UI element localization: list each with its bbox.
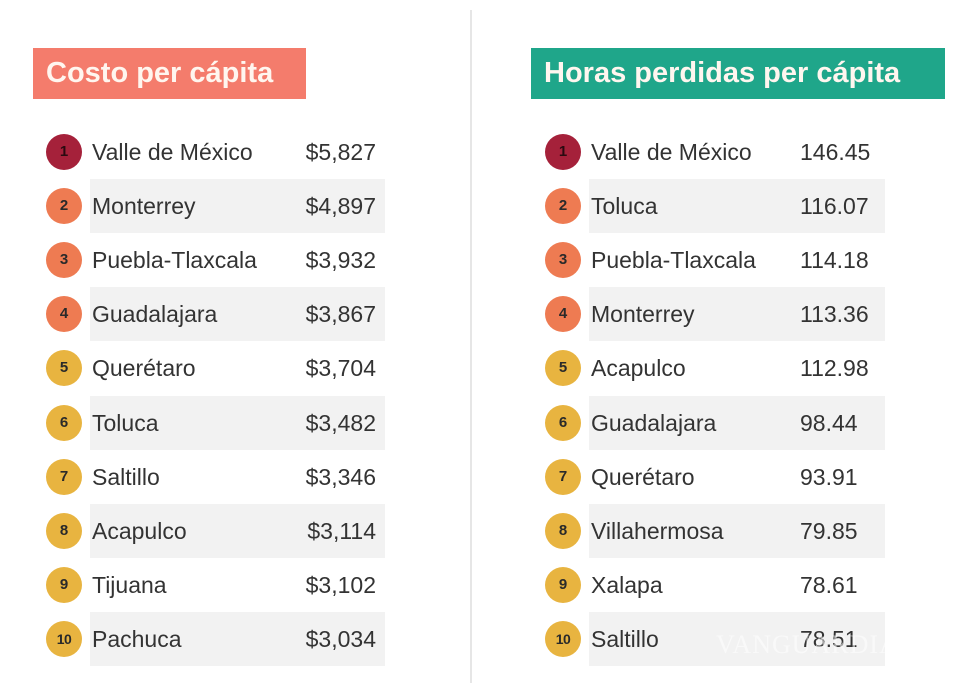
cost-value: $3,346 (305, 464, 376, 490)
rank-badge: 8 (545, 513, 581, 549)
ranking-row: 10 Saltillo 78.51 (472, 612, 980, 666)
hours-value: 113.36 (800, 301, 869, 327)
hours-value: 78.61 (800, 572, 858, 598)
city-name: Monterrey (92, 193, 196, 219)
ranking-row: 3 Puebla-Tlaxcala $3,932 (0, 233, 470, 287)
ranking-row: 7 Querétaro 93.91 (472, 450, 980, 504)
ranking-row: 1 Valle de México $5,827 (0, 125, 470, 179)
panel-divider (470, 10, 472, 683)
hours-value: 93.91 (800, 464, 858, 490)
rank-badge: 10 (46, 621, 82, 657)
city-name: Saltillo (591, 626, 659, 652)
city-name: Puebla-Tlaxcala (92, 247, 257, 273)
rank-badge: 10 (545, 621, 581, 657)
rank-badge: 4 (545, 296, 581, 332)
city-name: Monterrey (591, 301, 695, 327)
ranking-row: 3 Puebla-Tlaxcala 114.18 (472, 233, 980, 287)
ranking-row: 2 Toluca 116.07 (472, 179, 980, 233)
city-name: Villahermosa (591, 518, 724, 544)
city-name: Puebla-Tlaxcala (591, 247, 756, 273)
ranking-row: 4 Monterrey 113.36 (472, 287, 980, 341)
rank-badge: 6 (46, 405, 82, 441)
cost-value: $3,482 (305, 410, 376, 436)
ranking-row: 8 Villahermosa 79.85 (472, 504, 980, 558)
cost-value: $3,102 (305, 572, 376, 598)
rank-badge: 5 (46, 350, 82, 386)
ranking-row: 4 Guadalajara $3,867 (0, 287, 470, 341)
ranking-row: 5 Acapulco 112.98 (472, 341, 980, 395)
rank-badge: 9 (545, 567, 581, 603)
hours-value: 146.45 (800, 139, 871, 165)
rank-badge: 6 (545, 405, 581, 441)
rank-badge: 3 (545, 242, 581, 278)
ranking-row: 2 Monterrey $4,897 (0, 179, 470, 233)
city-name: Querétaro (92, 355, 196, 381)
rank-badge: 2 (46, 188, 82, 224)
hours-lost-title: Horas perdidas per cápita (531, 48, 945, 99)
hours-value: 98.44 (800, 410, 858, 436)
rank-badge: 4 (46, 296, 82, 332)
ranking-row: 5 Querétaro $3,704 (0, 341, 470, 395)
ranking-row: 9 Xalapa 78.61 (472, 558, 980, 612)
rank-badge: 5 (545, 350, 581, 386)
ranking-row: 9 Tijuana $3,102 (0, 558, 470, 612)
cost-value: $5,827 (305, 139, 376, 165)
rank-badge: 8 (46, 513, 82, 549)
city-name: Querétaro (591, 464, 695, 490)
city-name: Saltillo (92, 464, 160, 490)
rank-badge: 7 (545, 459, 581, 495)
city-name: Valle de México (591, 139, 752, 165)
rank-badge: 3 (46, 242, 82, 278)
city-name: Pachuca (92, 626, 182, 652)
city-name: Xalapa (591, 572, 663, 598)
ranking-row: 6 Toluca $3,482 (0, 396, 470, 450)
city-name: Toluca (591, 193, 658, 219)
city-name: Tijuana (92, 572, 167, 598)
cost-per-capita-title: Costo per cápita (33, 48, 306, 99)
ranking-row: 6 Guadalajara 98.44 (472, 396, 980, 450)
hours-value: 112.98 (800, 355, 869, 381)
city-name: Acapulco (92, 518, 187, 544)
ranking-row: 10 Pachuca $3,034 (0, 612, 470, 666)
cost-value: $3,114 (307, 518, 376, 544)
rank-badge: 7 (46, 459, 82, 495)
cost-value: $3,704 (305, 355, 376, 381)
ranking-row: 7 Saltillo $3,346 (0, 450, 470, 504)
hours-value: 116.07 (800, 193, 869, 219)
hours-value: 114.18 (800, 247, 869, 273)
city-name: Guadalajara (591, 410, 717, 436)
hours-value: 78.51 (800, 626, 858, 652)
ranking-row: 1 Valle de México 146.45 (472, 125, 980, 179)
city-name: Guadalajara (92, 301, 218, 327)
hours-value: 79.85 (800, 518, 858, 544)
ranking-row: 8 Acapulco $3,114 (0, 504, 470, 558)
city-name: Toluca (92, 410, 159, 436)
cost-value: $3,867 (305, 301, 376, 327)
cost-value: $3,034 (305, 626, 376, 652)
rank-badge: 1 (545, 134, 581, 170)
city-name: Valle de México (92, 139, 253, 165)
cost-value: $3,932 (305, 247, 376, 273)
cost-value: $4,897 (305, 193, 376, 219)
rank-badge: 2 (545, 188, 581, 224)
rank-badge: 9 (46, 567, 82, 603)
rank-badge: 1 (46, 134, 82, 170)
city-name: Acapulco (591, 355, 686, 381)
